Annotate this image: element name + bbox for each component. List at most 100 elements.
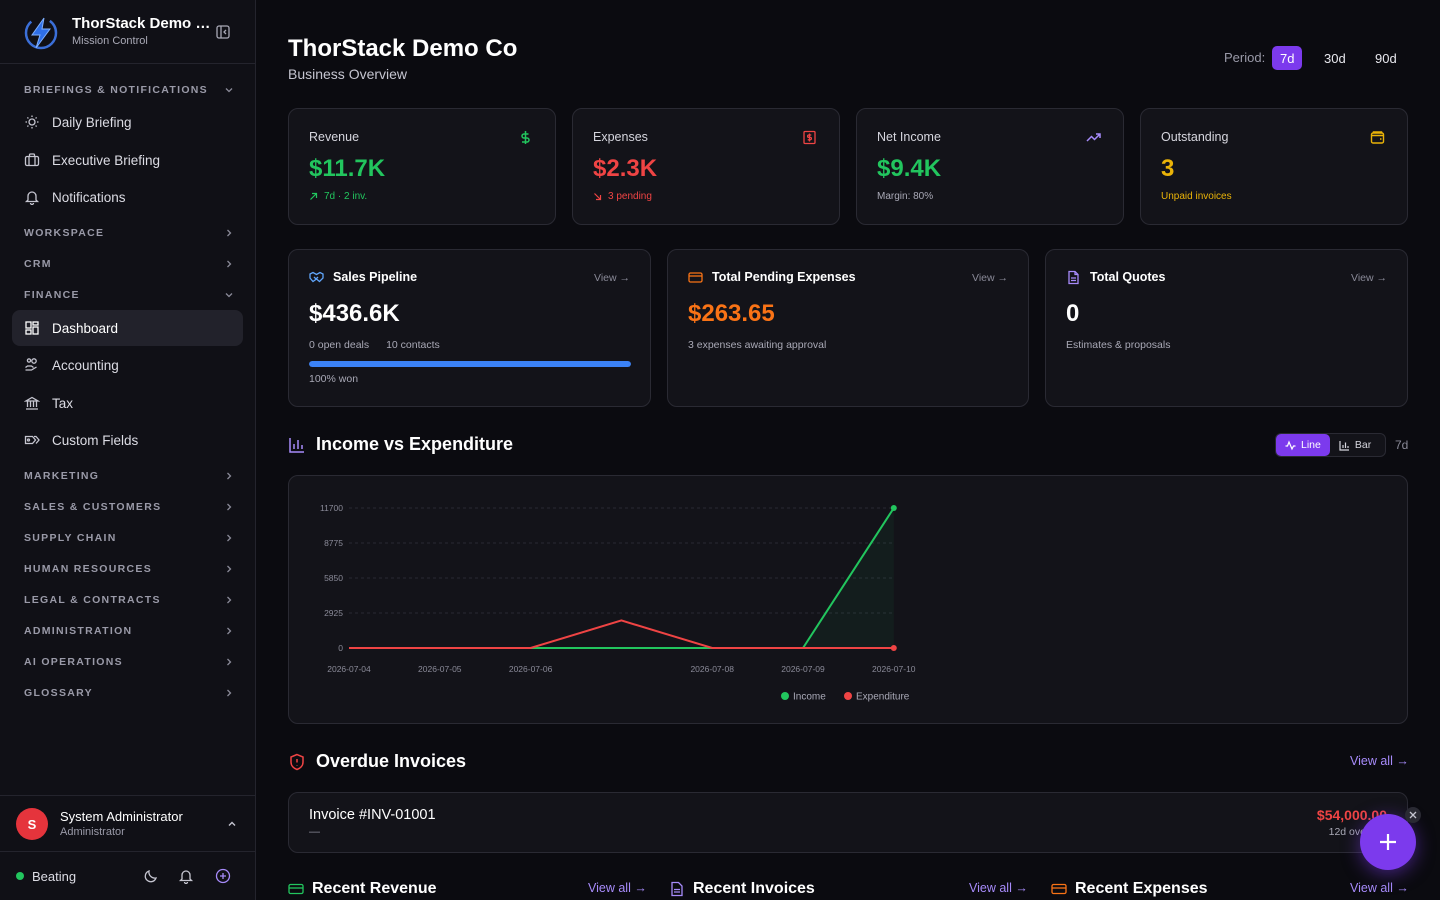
card-title: Sales Pipeline bbox=[333, 270, 418, 284]
kpi-sub-text: 3 pending bbox=[608, 191, 652, 202]
sidebar-item-label: Notifications bbox=[52, 189, 126, 205]
pipeline-stats: 0 open deals 10 contacts bbox=[309, 339, 440, 351]
section-administration[interactable]: ADMINISTRATION bbox=[24, 621, 234, 641]
sidebar-item-accounting[interactable]: Accounting bbox=[12, 347, 243, 383]
chevron-down-icon bbox=[225, 293, 233, 298]
income-area bbox=[349, 508, 894, 648]
bell-icon[interactable] bbox=[178, 868, 194, 884]
overdue-view-all-link[interactable]: View all → bbox=[1350, 754, 1409, 768]
chevron-right-icon bbox=[227, 565, 232, 573]
sales-pipeline-card[interactable]: Sales Pipeline View → $436.6K 0 open dea… bbox=[288, 249, 651, 407]
handshake-icon bbox=[309, 271, 324, 283]
recent-expenses-view-all[interactable]: View all → bbox=[1350, 881, 1409, 895]
y-tick-label: 11700 bbox=[320, 503, 343, 513]
section-crm[interactable]: CRM bbox=[24, 254, 234, 274]
section-label: WORKSPACE bbox=[24, 227, 105, 239]
user-menu[interactable]: S System Administrator Administrator bbox=[0, 795, 255, 852]
period-7d-button[interactable]: 7d bbox=[1272, 46, 1303, 70]
period-30d-button[interactable]: 30d bbox=[1324, 50, 1346, 66]
file-text-icon bbox=[671, 881, 683, 897]
recent-invoices-view-all[interactable]: View all → bbox=[969, 881, 1028, 895]
sidebar-item-tax[interactable]: Tax bbox=[12, 385, 243, 421]
x-tick-label: 2026-07-08 bbox=[690, 664, 734, 674]
section-ai-operations[interactable]: AI OPERATIONS bbox=[24, 652, 234, 672]
kpi-card-revenue[interactable]: Revenue $11.7K 7d · 2 inv. bbox=[288, 108, 556, 225]
brand-header: ThorStack Demo C... Mission Control bbox=[0, 0, 255, 64]
expenditure-line bbox=[349, 619, 894, 649]
contacts-count: 10 contacts bbox=[386, 339, 440, 351]
chart-type-toggle: Line Bar bbox=[1275, 433, 1386, 457]
section-label: SUPPLY CHAIN bbox=[24, 532, 117, 544]
trending-up-icon bbox=[1086, 133, 1101, 142]
y-tick-label: 5850 bbox=[324, 573, 343, 583]
section-workspace[interactable]: WORKSPACE bbox=[24, 223, 234, 243]
section-finance[interactable]: FINANCE bbox=[24, 285, 234, 305]
section-briefings[interactable]: BRIEFINGS & NOTIFICATIONS bbox=[24, 80, 234, 100]
kpi-card-outstanding[interactable]: Outstanding 3 Unpaid invoices bbox=[1140, 108, 1408, 225]
arrow-up-right-icon bbox=[310, 192, 318, 200]
close-fab-button[interactable] bbox=[1405, 807, 1421, 823]
kpi-card-expenses[interactable]: Expenses $2.3K 3 pending bbox=[572, 108, 840, 225]
section-marketing[interactable]: MARKETING bbox=[24, 466, 234, 486]
section-label: GLOSSARY bbox=[24, 687, 93, 699]
sidebar-item-custom-fields[interactable]: Custom Fields bbox=[12, 422, 243, 458]
view-link[interactable]: View → bbox=[594, 272, 630, 284]
legend-label: Expenditure bbox=[856, 692, 910, 703]
chevron-right-icon bbox=[227, 229, 232, 237]
moon-icon[interactable] bbox=[143, 868, 159, 884]
sidebar-item-label: Daily Briefing bbox=[52, 114, 132, 130]
income-point bbox=[890, 505, 897, 511]
sidebar-collapse-icon[interactable] bbox=[215, 24, 231, 40]
sidebar-item-notifications[interactable]: Notifications bbox=[12, 179, 243, 215]
pending-expenses-card[interactable]: Total Pending Expenses View → $263.65 3 … bbox=[667, 249, 1029, 407]
kpi-sub-text: Unpaid invoices bbox=[1161, 191, 1232, 202]
overdue-title: Overdue Invoices bbox=[316, 751, 467, 771]
file-text-icon bbox=[1068, 270, 1079, 285]
pipeline-value: $436.6K bbox=[309, 300, 400, 327]
kpi-label: Net Income bbox=[877, 130, 941, 144]
chevron-up-icon[interactable] bbox=[226, 818, 238, 830]
brand-subtitle: Mission Control bbox=[72, 35, 148, 47]
line-label: Line bbox=[1301, 439, 1321, 451]
line-toggle-button[interactable]: Line bbox=[1276, 434, 1330, 456]
plus-circle-icon[interactable] bbox=[215, 868, 231, 884]
section-label: HUMAN RESOURCES bbox=[24, 563, 153, 575]
user-name: System Administrator bbox=[60, 809, 183, 824]
recent-revenue-view-all[interactable]: View all → bbox=[588, 881, 647, 895]
section-legal-contracts[interactable]: LEGAL & CONTRACTS bbox=[24, 590, 234, 610]
sidebar-item-dashboard[interactable]: Dashboard bbox=[12, 310, 243, 346]
chevron-down-icon bbox=[225, 88, 233, 93]
landmark-icon bbox=[24, 396, 40, 410]
wallet-icon bbox=[1370, 131, 1385, 144]
plus-icon bbox=[1380, 834, 1396, 850]
section-human-resources[interactable]: HUMAN RESOURCES bbox=[24, 559, 234, 579]
period-90d-button[interactable]: 90d bbox=[1375, 50, 1397, 66]
main-content: ThorStack Demo Co Business Overview Peri… bbox=[256, 0, 1440, 900]
sidebar-item-daily-briefing[interactable]: Daily Briefing bbox=[12, 104, 243, 140]
avatar: S bbox=[16, 808, 48, 840]
sidebar-item-executive-briefing[interactable]: Executive Briefing bbox=[12, 142, 243, 178]
sidebar-item-label: Tax bbox=[52, 395, 74, 411]
progress-fill bbox=[309, 361, 631, 367]
shield-alert-icon bbox=[290, 753, 304, 771]
y-tick-label: 2925 bbox=[324, 608, 343, 618]
kpi-card-net-income[interactable]: Net Income $9.4K Margin: 80% bbox=[856, 108, 1124, 225]
quick-add-button[interactable] bbox=[1360, 814, 1416, 870]
close-icon bbox=[1409, 811, 1417, 819]
recent-revenue-title: Recent Revenue bbox=[312, 880, 437, 897]
kpi-value: 3 bbox=[1161, 155, 1175, 182]
section-glossary[interactable]: GLOSSARY bbox=[24, 683, 234, 703]
x-tick-label: 2026-07-04 bbox=[327, 664, 371, 674]
total-quotes-card[interactable]: Total Quotes View → 0 Estimates & propos… bbox=[1045, 249, 1408, 407]
kpi-label: Revenue bbox=[309, 130, 360, 144]
view-link[interactable]: View → bbox=[1351, 272, 1387, 284]
section-supply-chain[interactable]: SUPPLY CHAIN bbox=[24, 528, 234, 548]
bar-toggle-button[interactable]: Bar bbox=[1330, 434, 1380, 456]
view-link[interactable]: View → bbox=[972, 272, 1008, 284]
section-sales-customers[interactable]: SALES & CUSTOMERS bbox=[24, 497, 234, 517]
chevron-right-icon bbox=[227, 534, 232, 542]
overdue-invoice-row[interactable]: Invoice #INV-01001 — $54,000.00 12d over… bbox=[288, 792, 1408, 853]
quotes-sub: Estimates & proposals bbox=[1066, 339, 1171, 351]
dashboard-icon bbox=[25, 321, 39, 335]
sidebar: ThorStack Demo C... Mission Control BRIE… bbox=[0, 0, 256, 900]
